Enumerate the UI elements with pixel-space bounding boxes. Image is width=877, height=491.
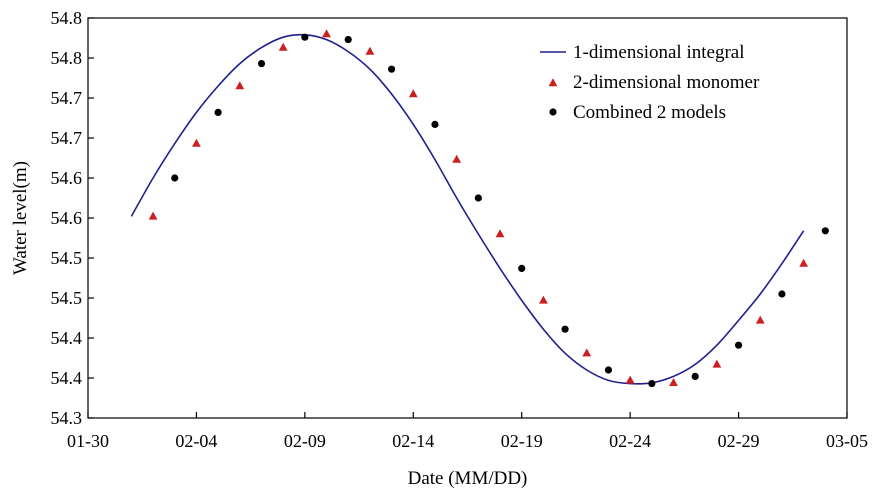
series-line-1-dimensional-integral — [130, 33, 805, 385]
x-tick-label: 01-30 — [67, 431, 109, 451]
circle-marker — [301, 33, 309, 41]
legend-entry-label: 1-dimensional integral — [573, 42, 744, 63]
circle-marker — [388, 65, 396, 73]
circle-marker — [518, 264, 526, 272]
y-axis: 54.3 54.4 54.4 54.5 54.5 54.6 54.6 54.7 54.7 54.8… — [51, 8, 94, 428]
triangle-marker — [625, 375, 635, 384]
y-tick-label: 54.6 — [51, 208, 83, 228]
x-tick-label: 02-09 — [284, 431, 326, 451]
triangle-marker — [365, 46, 375, 55]
x-tick-label: 02-19 — [501, 431, 543, 451]
circle-marker — [821, 227, 829, 235]
triangle-marker — [452, 154, 462, 163]
circle-marker — [648, 380, 656, 388]
circle-marker — [561, 325, 569, 333]
y-axis-title: Water level(m) — [10, 161, 31, 275]
triangle-marker — [235, 81, 245, 90]
y-tick-label: 54.5 — [51, 248, 83, 268]
legend: 1-dimensional integral 2-dimensional mono… — [540, 42, 760, 123]
y-tick-label: 54.5 — [51, 288, 83, 308]
legend-entry-label: Combined 2 models — [573, 102, 726, 123]
triangle-marker — [712, 359, 722, 368]
series-layer — [130, 29, 829, 388]
triangle-marker — [408, 89, 418, 98]
y-tick-label: 54.6 — [51, 168, 83, 188]
circle-marker — [691, 372, 699, 380]
triangle-marker — [322, 29, 331, 38]
x-axis: 01-30 02-04 02-09 02-14 02-19 02-24 02-29 03-05 — [67, 412, 868, 451]
y-tick-label: 54.7 — [51, 128, 83, 148]
triangle-marker — [548, 78, 558, 87]
circle-marker — [734, 341, 743, 349]
circle-marker — [604, 366, 613, 374]
triangle-marker — [192, 138, 201, 147]
y-tick-label: 54.8 — [51, 8, 83, 28]
triangle-marker — [669, 378, 678, 386]
x-tick-label: 02-24 — [609, 431, 651, 451]
circle-marker — [171, 174, 179, 182]
circle-marker — [778, 290, 786, 298]
triangle-marker — [799, 258, 809, 267]
x-axis-title: Date (MM/DD) — [408, 468, 528, 489]
y-tick-label: 54.4 — [51, 368, 83, 388]
y-tick-label: 54.8 — [51, 48, 83, 68]
triangle-marker — [495, 229, 505, 238]
x-tick-label: 02-14 — [392, 431, 434, 451]
circle-marker — [344, 36, 352, 44]
circle-marker — [257, 60, 266, 68]
circle-marker — [214, 108, 222, 116]
x-tick-label: 03-05 — [826, 431, 868, 451]
circle-marker — [474, 194, 482, 202]
legend-circle-swatch — [549, 108, 557, 116]
y-tick-label: 54.4 — [51, 328, 83, 348]
triangle-marker — [755, 315, 765, 324]
x-tick-label: 02-29 — [718, 431, 760, 451]
y-tick-label: 54.7 — [51, 88, 83, 108]
triangle-marker — [278, 42, 288, 51]
triangle-marker — [539, 295, 548, 304]
circle-marker — [431, 120, 439, 128]
y-tick-label: 54.3 — [51, 408, 83, 428]
triangle-marker — [582, 348, 592, 357]
triangle-marker — [148, 211, 158, 220]
legend-entry-label: 2-dimensional monomer — [573, 72, 760, 93]
x-tick-label: 02-04 — [175, 431, 217, 451]
